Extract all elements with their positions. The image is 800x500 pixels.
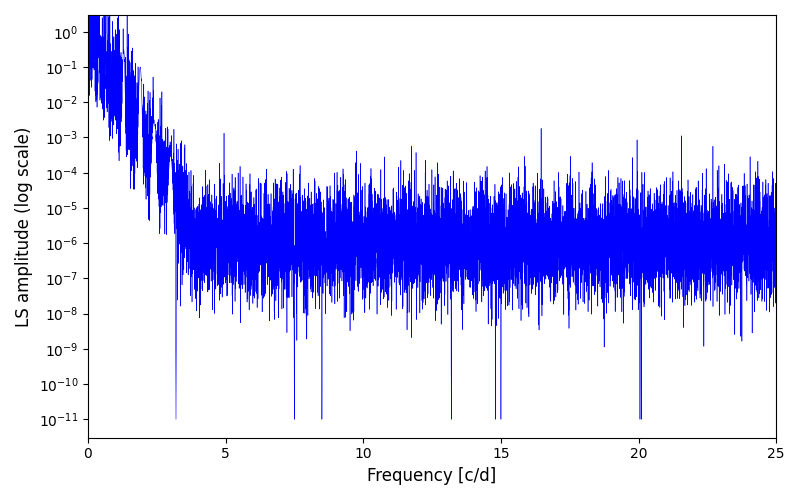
Y-axis label: LS amplitude (log scale): LS amplitude (log scale): [15, 126, 33, 326]
X-axis label: Frequency [c/d]: Frequency [c/d]: [367, 467, 497, 485]
